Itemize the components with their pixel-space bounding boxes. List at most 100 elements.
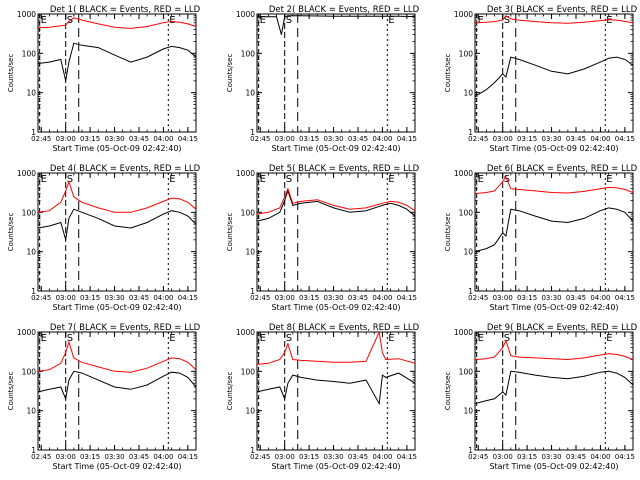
y-tick-label: 10 [245, 89, 255, 98]
x-tick-label: 03:30 [541, 453, 561, 461]
series-line-events [38, 370, 196, 401]
plot-frame [474, 172, 634, 292]
y-tick-label: 1 [468, 128, 473, 137]
panel-det-3: Det 3( BLACK = Events, RED = LLD 1 10 100 10… [444, 5, 638, 153]
x-tick-label: 03:00 [493, 135, 513, 143]
x-tick-label: 03:00 [56, 294, 76, 302]
y-tick-label: 100 [22, 49, 37, 58]
panel-det-8: Det 8( BLACK = Events, RED = LLD 1 10 100 10… [226, 323, 420, 471]
x-tick-label: 04:15 [397, 135, 417, 143]
panel-title: Det 7( BLACK = Events, RED = LLD [50, 323, 201, 333]
time-marker-label: S [67, 174, 73, 185]
x-tick-label: 02:45 [31, 294, 51, 302]
x-tick-label: 04:00 [590, 294, 610, 302]
x-tick-label: 04:00 [153, 453, 173, 461]
time-marker-label: E [478, 333, 484, 344]
panel-det-9: Det 9( BLACK = Events, RED = LLD 1 10 100 10… [444, 323, 638, 471]
series-line-lld [38, 17, 196, 29]
x-tick-label: 04:00 [372, 135, 392, 143]
x-tick-label: 02:45 [31, 135, 51, 143]
panel-title: Det 4( BLACK = Events, RED = LLD [50, 164, 201, 174]
panel-det-1: Det 1( BLACK = Events, RED = LLD 1 10 100 10… [7, 5, 201, 153]
y-tick-label: 10 [26, 89, 36, 98]
y-axis-label: Counts/sec [226, 54, 234, 93]
y-axis-label: Counts/sec [444, 372, 452, 411]
y-tick-label: 1 [468, 446, 473, 455]
y-axis-label: Counts/sec [444, 213, 452, 252]
series-line-lld [38, 340, 196, 373]
y-tick-label: 100 [241, 367, 256, 376]
x-tick-label: 03:15 [299, 294, 319, 302]
series-line-events [38, 208, 196, 240]
series-line-events [257, 15, 415, 35]
panel-title: Det 9( BLACK = Events, RED = LLD [487, 323, 638, 333]
y-tick-label: 1000 [236, 169, 255, 178]
x-tick-label: 03:00 [493, 294, 513, 302]
x-axis-label: Start Time (05-Oct-09 02:42:40) [489, 303, 618, 312]
plot-frame [37, 13, 197, 133]
y-tick-label: 1000 [17, 328, 36, 337]
x-tick-label: 03:45 [566, 294, 586, 302]
x-tick-label: 04:00 [372, 294, 392, 302]
x-tick-label: 03:30 [541, 294, 561, 302]
y-axis-label: Counts/sec [7, 213, 15, 252]
x-tick-label: 03:30 [104, 135, 124, 143]
y-tick-label: 1 [31, 287, 36, 296]
plot-frame [37, 331, 197, 451]
x-tick-label: 03:45 [129, 453, 149, 461]
series-line-events [257, 372, 415, 406]
x-tick-label: 03:45 [348, 453, 368, 461]
x-tick-label: 04:15 [615, 294, 635, 302]
x-tick-label: 03:00 [493, 453, 513, 461]
y-tick-label: 1 [31, 446, 36, 455]
y-tick-label: 1000 [236, 328, 255, 337]
series-line-lld [257, 332, 415, 365]
panel-title: Det 8( BLACK = Events, RED = LLD [269, 323, 420, 333]
x-tick-label: 03:30 [541, 135, 561, 143]
time-marker-label: E [606, 333, 612, 344]
y-tick-label: 10 [463, 248, 473, 257]
y-axis-label: Counts/sec [226, 372, 234, 411]
y-tick-label: 1 [250, 446, 255, 455]
series-line-events [475, 370, 633, 405]
x-axis-label: Start Time (05-Oct-09 02:42:40) [271, 462, 400, 471]
x-axis-label: Start Time (05-Oct-09 02:42:40) [271, 303, 400, 312]
y-tick-label: 10 [463, 407, 473, 416]
series-line-events [475, 56, 633, 97]
plot-frame [474, 13, 634, 133]
x-tick-label: 02:45 [250, 453, 270, 461]
y-tick-label: 10 [26, 248, 36, 257]
panel-det-2: Det 2( BLACK = Events, RED = LLD 1 10 100 10… [226, 5, 420, 153]
x-tick-label: 04:00 [590, 453, 610, 461]
x-tick-label: 04:15 [178, 135, 198, 143]
y-tick-label: 100 [241, 49, 256, 58]
x-axis-label: Start Time (05-Oct-09 02:42:40) [271, 144, 400, 153]
panel-title: Det 1( BLACK = Events, RED = LLD [50, 5, 201, 15]
x-tick-label: 04:15 [615, 135, 635, 143]
time-marker-label: S [67, 333, 73, 344]
x-axis-label: Start Time (05-Oct-09 02:42:40) [489, 462, 618, 471]
plot-frame [256, 331, 416, 451]
y-tick-label: 100 [459, 49, 474, 58]
y-tick-label: 100 [22, 367, 37, 376]
panel-det-5: Det 5( BLACK = Events, RED = LLD 1 10 100 10… [226, 164, 420, 312]
plot-frame [474, 331, 634, 451]
series-line-lld [257, 187, 415, 215]
x-tick-label: 03:30 [104, 453, 124, 461]
series-line-events [475, 207, 633, 253]
y-axis-label: Counts/sec [7, 372, 15, 411]
y-tick-label: 10 [245, 407, 255, 416]
series-line-events [257, 189, 415, 222]
x-tick-label: 04:00 [590, 135, 610, 143]
time-marker-label: E [41, 333, 47, 344]
panel-title: Det 5( BLACK = Events, RED = LLD [269, 164, 420, 174]
x-tick-label: 04:15 [615, 453, 635, 461]
x-axis-label: Start Time (05-Oct-09 02:42:40) [52, 462, 181, 471]
x-tick-label: 04:00 [153, 294, 173, 302]
x-tick-label: 03:45 [129, 294, 149, 302]
x-tick-label: 02:45 [468, 453, 488, 461]
plot-frame [37, 172, 197, 292]
y-tick-label: 1000 [454, 10, 473, 19]
panel-det-4: Det 4( BLACK = Events, RED = LLD 1 10 100 10… [7, 164, 201, 312]
time-marker-label: E [388, 15, 394, 26]
